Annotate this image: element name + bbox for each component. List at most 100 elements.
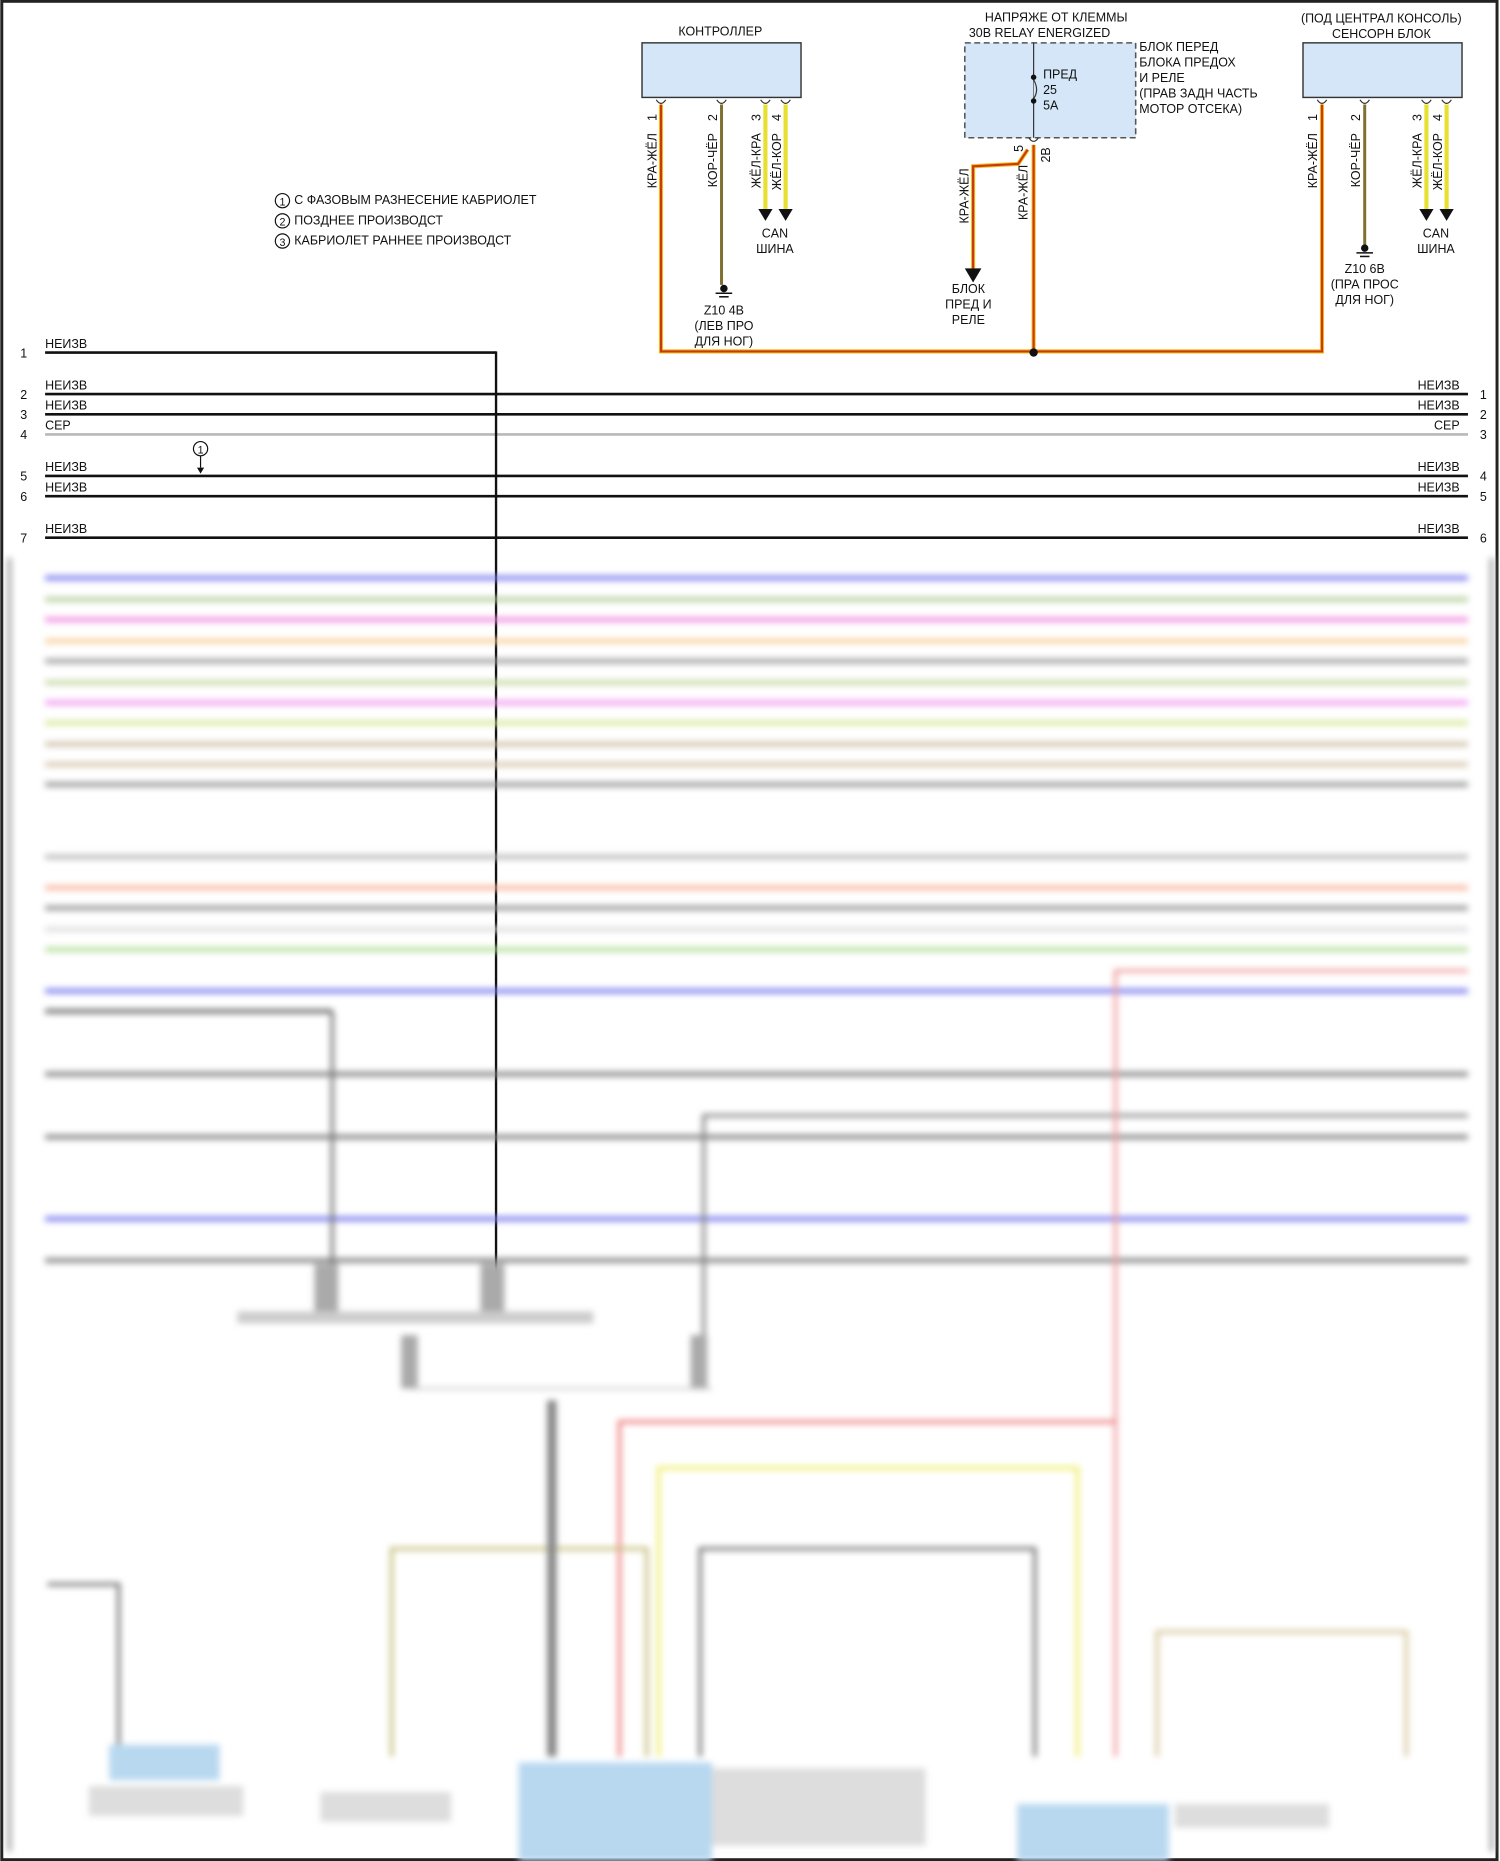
- ground-icon: [715, 284, 733, 298]
- fuse-block-desc: МОТОР ОТСЕКА): [1139, 102, 1242, 116]
- row-number-right: 3: [1480, 428, 1487, 442]
- pin-icon: [655, 99, 667, 104]
- wire-color-label: ЖЁЛ-КОР: [1431, 133, 1445, 190]
- arrow-icon: [758, 208, 773, 221]
- controller-module: КОНТРОЛЛЕР: [641, 25, 802, 99]
- pin-icon: [760, 99, 771, 104]
- ground-label: (ЛЕВ ПРО: [694, 319, 753, 333]
- ground-label: Z10 4B: [704, 304, 744, 318]
- fuse-icon: [1030, 74, 1037, 80]
- connector-label: 2B: [1039, 147, 1053, 162]
- pin-number: 3: [750, 114, 764, 121]
- pin-number: 4: [770, 114, 784, 121]
- controller-title: КОНТРОЛЛЕР: [678, 25, 762, 39]
- row-number-right: 6: [1480, 531, 1487, 545]
- fuse-label: ПРЕД: [1043, 67, 1078, 81]
- wire-label-left: НЕИЗВ: [45, 522, 87, 536]
- row-number-right: 2: [1480, 408, 1487, 422]
- ground-label: (ПРА ПРОС: [1331, 277, 1399, 291]
- pin-number: 4: [1431, 114, 1445, 121]
- legend-text: С ФАЗОВЫМ РАЗНЕСЕНИЕ КАБРИОЛЕТ: [294, 193, 537, 207]
- can-bus-label: ШИНА: [1417, 242, 1455, 256]
- wire-color-label: КОР-ЧЁР: [1349, 133, 1363, 187]
- legend-text: ПОЗДНЕЕ ПРОИЗВОДСТ: [294, 213, 443, 227]
- pin-number: 3: [1411, 114, 1425, 121]
- row-number-left: 3: [20, 408, 27, 422]
- wire-label-left: НЕИЗВ: [45, 460, 87, 474]
- wire-color-label: ЖЁЛ-КРА: [1411, 132, 1425, 188]
- pin-number: 2: [706, 114, 720, 121]
- fuse-icon: [1030, 98, 1037, 104]
- fuse-icon: [1033, 79, 1038, 99]
- obscured-lower-diagram: [7, 557, 1494, 1861]
- pin-icon: [1028, 137, 1039, 142]
- wire-label-left: НЕИЗВ: [45, 378, 87, 392]
- fuse-header: НАПРЯЖЕ ОТ КЛЕММЫ: [985, 10, 1128, 24]
- wire-color-label: ЖЁЛ-КОР: [770, 133, 784, 190]
- row-number-left: 4: [20, 428, 27, 442]
- ground-label: ДЛЯ НОГ): [1335, 293, 1394, 307]
- pin-number: 5: [1012, 145, 1026, 152]
- wire-label-left: НЕИЗВ: [45, 480, 87, 494]
- can-bus-label: ШИНА: [756, 242, 794, 256]
- ground-label: ДЛЯ НОГ): [695, 334, 754, 348]
- row-number-left: 7: [20, 531, 27, 545]
- pin-icon: [1421, 99, 1432, 104]
- wire-color-label: КРА-ЖЁЛ: [957, 168, 971, 223]
- fuse-block-desc: БЛОК ПЕРЕД: [1139, 40, 1219, 54]
- wire-label-right: СЕР: [1434, 419, 1460, 433]
- fuse-block-box: [964, 42, 1137, 139]
- sensor-box: [1302, 42, 1463, 99]
- row-number-right: 5: [1480, 490, 1487, 504]
- wire-color-label: КРА-ЖЁЛ: [1017, 165, 1031, 220]
- power-wire: [659, 104, 1324, 353]
- pin-icon: [1441, 99, 1452, 104]
- wire-label-left: НЕИЗВ: [45, 399, 87, 413]
- legend-text: КАБРИОЛЕТ РАННЕЕ ПРОИЗВОДСТ: [294, 234, 511, 248]
- pin-icon: [716, 99, 727, 104]
- relay-block-label: РЕЛЕ: [952, 313, 985, 327]
- fuse-block-desc: (ПРАВ ЗАДН ЧАСТЬ: [1139, 86, 1257, 100]
- pin-number: 1: [645, 114, 659, 121]
- relay-block-label: ПРЕД И: [945, 298, 991, 312]
- fuse-header: 30B RELAY ENERGIZED: [969, 26, 1110, 40]
- can-bus-label: CAN: [762, 226, 788, 240]
- wire-label-right: НЕИЗВ: [1418, 460, 1460, 474]
- wire-color-label: КРА-ЖЁЛ: [1306, 133, 1320, 188]
- pin-number: 2: [1349, 114, 1363, 121]
- marker-number: 1: [198, 444, 204, 456]
- sensor-header: (ПОД ЦЕНТРАЛ КОНСОЛЬ): [1301, 12, 1462, 26]
- arrow-icon: [964, 268, 982, 283]
- can-bus-label: CAN: [1423, 226, 1449, 240]
- row-number-left: 1: [20, 346, 27, 360]
- wire-label-left: СЕР: [45, 419, 71, 433]
- relay-block-wire: [972, 149, 1029, 269]
- fuse-label: 5A: [1043, 98, 1059, 112]
- pin-icon: [1359, 99, 1370, 104]
- row-number-left: 5: [20, 470, 27, 484]
- wire-color-label: ЖЁЛ-КРА: [750, 132, 764, 188]
- wire-label-right: НЕИЗВ: [1418, 378, 1460, 392]
- splice-icon: [1029, 348, 1038, 357]
- wire-label-right: НЕИЗВ: [1418, 522, 1460, 536]
- wire-color-label: КОР-ЧЁР: [706, 133, 720, 187]
- wire-label-right: НЕИЗВ: [1418, 480, 1460, 494]
- fuse-label: 25: [1043, 83, 1057, 97]
- ground-icon: [1356, 244, 1374, 258]
- row-number-left: 6: [20, 490, 27, 504]
- arrow-icon: [778, 208, 793, 221]
- row-number-right: 4: [1480, 470, 1487, 484]
- legend-number: 1: [279, 196, 285, 208]
- controller-box: [641, 42, 802, 99]
- ground-label: Z10 6B: [1345, 262, 1385, 276]
- fuse-block-desc: И РЕЛЕ: [1139, 71, 1185, 85]
- pin-number: 1: [1306, 114, 1320, 121]
- harness-wires: 1 НЕИЗВ 2 НЕИЗВ 3 НЕИЗВ 4 СЕР 5 НЕИЗВ 6 НЕИЗВ 7 НЕИЗВ…: [20, 337, 1487, 546]
- fuse-block-desc: БЛОКА ПРЕДОХ: [1139, 56, 1236, 70]
- wire-color-label: КРА-ЖЁЛ: [645, 133, 659, 188]
- option-marker: 1: [192, 440, 209, 474]
- wire-label-left: НЕИЗВ: [45, 337, 87, 351]
